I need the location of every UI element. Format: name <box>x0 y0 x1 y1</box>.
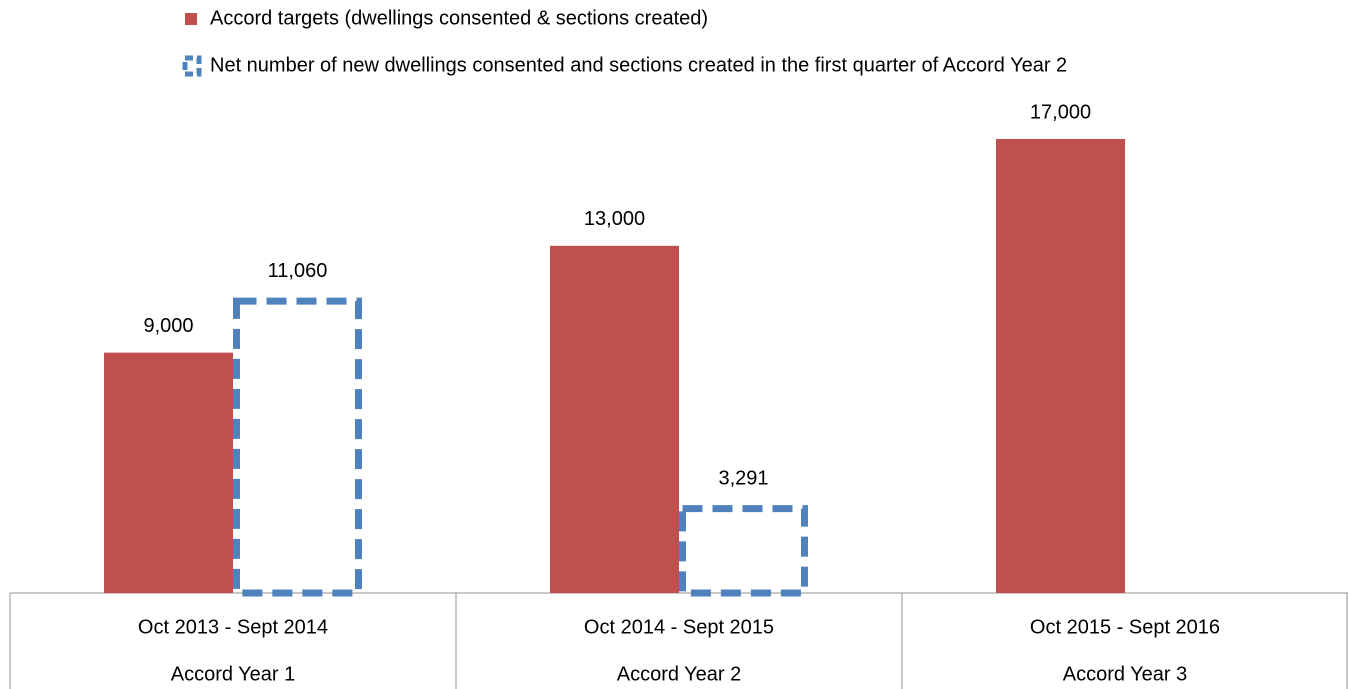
x-tick-label: Oct 2014 - Sept 2015 <box>584 616 774 638</box>
data-label: 17,000 <box>1030 101 1091 123</box>
x-tick-label: Oct 2015 - Sept 2016 <box>1030 616 1220 638</box>
x-tick-label: Oct 2013 - Sept 2014 <box>138 616 328 638</box>
legend-label: Net number of new dwellings consented an… <box>210 54 1067 76</box>
bar <box>550 245 679 593</box>
legend-swatch <box>185 13 197 25</box>
data-label: 9,000 <box>143 315 193 337</box>
x-group-label: Accord Year 2 <box>617 663 742 685</box>
legend-swatch <box>182 55 202 77</box>
x-group-label: Accord Year 3 <box>1063 663 1188 685</box>
data-label: 3,291 <box>718 467 768 489</box>
legend-label: Accord targets (dwellings consented & se… <box>210 7 708 29</box>
x-group-label: Accord Year 1 <box>171 663 296 685</box>
bar <box>104 352 233 593</box>
data-label: 13,000 <box>584 208 645 230</box>
bar <box>679 505 808 597</box>
bar <box>233 297 362 597</box>
data-label: 11,060 <box>268 260 328 282</box>
bar <box>996 139 1125 593</box>
